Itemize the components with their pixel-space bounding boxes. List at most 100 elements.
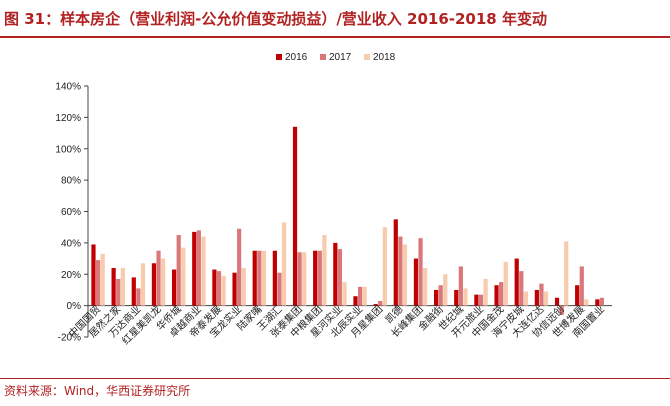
header-rule — [0, 36, 670, 38]
bar-2018 — [584, 299, 589, 306]
legend-label-2016: 2016 — [285, 52, 308, 63]
bar-2018 — [221, 275, 226, 306]
bar-2017 — [519, 271, 524, 306]
bar-2016 — [192, 231, 197, 306]
bar-2017 — [277, 272, 282, 306]
bar-2016 — [393, 219, 398, 306]
bar-2017 — [317, 250, 322, 306]
y-tick-label: 20% — [61, 270, 81, 281]
bar-2018 — [443, 274, 448, 306]
bar-2017 — [398, 236, 403, 306]
legend-label-2018: 2018 — [373, 52, 396, 63]
figure-header: 图 31：样本房企（营业利润-公允价值变动损益）/营业收入 2016-2018 … — [0, 0, 670, 38]
y-tick-label: 0% — [67, 301, 82, 312]
bar-2018 — [322, 235, 327, 306]
bar-2018 — [523, 291, 529, 306]
bar-2017 — [237, 228, 242, 306]
bar-2017 — [337, 249, 343, 306]
legend-swatch-2016 — [276, 54, 282, 60]
y-tick-label: 80% — [61, 176, 81, 187]
bar-2016 — [554, 297, 560, 306]
bar-2016 — [272, 250, 277, 306]
bar-2016 — [91, 244, 96, 306]
bar-2016 — [595, 299, 600, 306]
figure-title: 图 31：样本房企（营业利润-公允价值变动损益）/营业收入 2016-2018 … — [4, 10, 547, 28]
bar-2018 — [423, 267, 428, 306]
bar-2016 — [111, 267, 116, 306]
bar-2017 — [458, 266, 463, 306]
bar-2017 — [599, 297, 605, 306]
bar-2017 — [378, 300, 383, 306]
bar-2017 — [257, 250, 262, 306]
bar-2018 — [261, 250, 267, 306]
bar-2016 — [232, 272, 237, 306]
bar-2016 — [151, 263, 157, 306]
legend-swatch-2017 — [320, 54, 326, 60]
bar-2017 — [357, 286, 363, 306]
legend-label-2017: 2017 — [329, 52, 352, 63]
bar-2017 — [418, 238, 423, 306]
bar-2018 — [181, 247, 186, 306]
bar-2018 — [140, 263, 146, 306]
bar-2016 — [353, 296, 358, 306]
bar-2018 — [564, 241, 569, 306]
bar-2017 — [478, 294, 484, 306]
bar-2016 — [433, 289, 439, 306]
bar-2016 — [474, 294, 479, 306]
bar-2016 — [333, 242, 338, 306]
y-tick-label: 120% — [55, 113, 81, 124]
bar-2017 — [136, 288, 141, 306]
bar-2016 — [454, 289, 459, 306]
bar-2018 — [100, 253, 105, 306]
bar-2018 — [281, 222, 287, 306]
bar-2016 — [514, 258, 519, 306]
bar-2018 — [302, 252, 307, 306]
bar-2018 — [362, 286, 367, 306]
bar-2016 — [171, 269, 177, 306]
y-tick-label: -20% — [58, 333, 81, 344]
bar-2016 — [252, 250, 257, 306]
bar-2016 — [373, 304, 378, 306]
bar-2016 — [494, 285, 499, 306]
bar-2018 — [161, 258, 166, 306]
bar-2016 — [413, 258, 419, 306]
bar-2018 — [342, 282, 347, 306]
bar-2016 — [313, 250, 318, 306]
bar-2018 — [483, 278, 488, 306]
source-note: 资料来源：Wind，华西证券研究所 — [4, 384, 191, 398]
bar-2017 — [559, 305, 564, 316]
bar-2016 — [131, 277, 136, 306]
y-tick-label: 140% — [55, 82, 81, 93]
bar-2016 — [212, 269, 217, 306]
y-tick-label: 60% — [61, 207, 81, 218]
legend-swatch-2018 — [364, 54, 370, 60]
bar-2016 — [534, 289, 539, 306]
chart-bars: 中国国贸居然之家万达商业红星美凯龙华侨城卓越商业帝泰发展宝龙实业陆家嘴王湖汇张泰… — [66, 126, 607, 347]
bar-2018 — [201, 236, 206, 306]
bar-2018 — [463, 288, 468, 306]
bar-2017 — [499, 282, 504, 306]
bar-2018 — [382, 227, 387, 306]
bar-2017 — [438, 285, 443, 306]
bar-2018 — [543, 291, 549, 306]
bar-2016 — [575, 285, 580, 306]
bar-2017 — [176, 235, 181, 306]
footer-rule — [0, 378, 670, 379]
chart-axes: -20% 0% 20% 40% 60% 80% 100% 120% 140% — [55, 82, 612, 344]
y-tick-label: 40% — [61, 238, 81, 249]
bar-2017 — [216, 271, 222, 306]
bar-2018 — [402, 244, 408, 306]
bar-2018 — [503, 261, 508, 306]
y-tick-label: 100% — [55, 144, 81, 155]
bar-2017 — [116, 278, 121, 306]
bar-2016 — [292, 126, 298, 306]
bar-2017 — [196, 230, 201, 306]
bar-2018 — [241, 267, 246, 306]
bar-2018 — [120, 267, 125, 306]
bar-2017 — [156, 250, 161, 306]
chart-legend: 2016 2017 2018 — [276, 52, 396, 63]
bar-2017 — [95, 260, 101, 306]
bar-2017 — [297, 252, 302, 306]
bar-2017 — [539, 283, 544, 306]
